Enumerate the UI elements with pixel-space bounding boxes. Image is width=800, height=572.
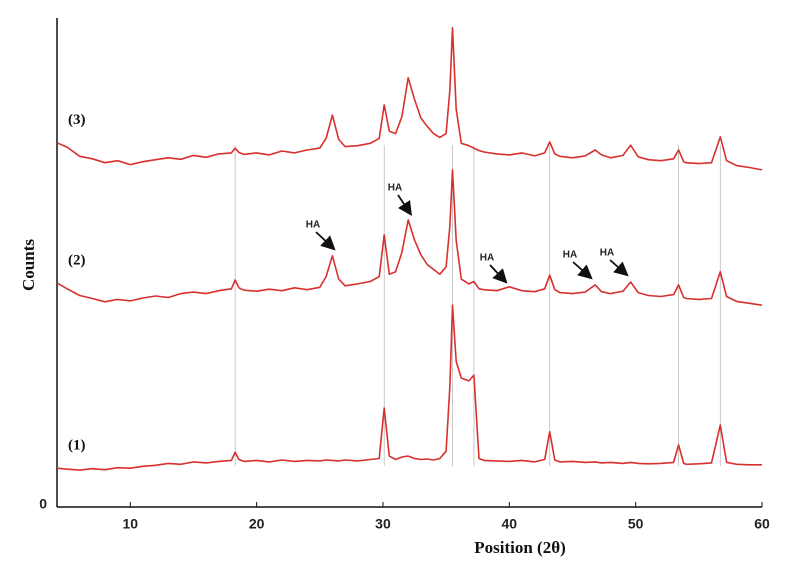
x-tick-label: 30 <box>375 516 391 532</box>
x-tick-label: 60 <box>754 516 770 532</box>
annotation-arrow <box>489 264 508 284</box>
x-tick-label: 50 <box>628 516 644 532</box>
x-tick-label: 20 <box>249 516 265 532</box>
annotation: HA <box>388 183 402 194</box>
x-tick-label: 40 <box>502 516 518 532</box>
xrd-pattern <box>56 27 763 171</box>
xrd-pattern <box>56 304 762 471</box>
annotation: HA <box>480 253 494 264</box>
y-axis-label: Counts <box>19 239 38 291</box>
x-tick-label: 10 <box>122 516 138 532</box>
annotation: HA <box>600 248 614 259</box>
series-label: (2) <box>68 252 86 268</box>
annotation-arrow <box>315 231 336 251</box>
series-label: (1) <box>68 438 86 454</box>
x-axis-label: Position (2θ) <box>474 538 566 557</box>
xrd-pattern <box>56 169 763 306</box>
annotation-arrow <box>397 194 412 216</box>
annotation-arrow <box>609 259 629 277</box>
series-label: (3) <box>68 112 86 128</box>
annotation-arrow <box>572 261 593 280</box>
annotation: HA <box>306 220 320 231</box>
annotation: HA <box>563 250 577 261</box>
y-tick-label: 0 <box>39 496 47 512</box>
